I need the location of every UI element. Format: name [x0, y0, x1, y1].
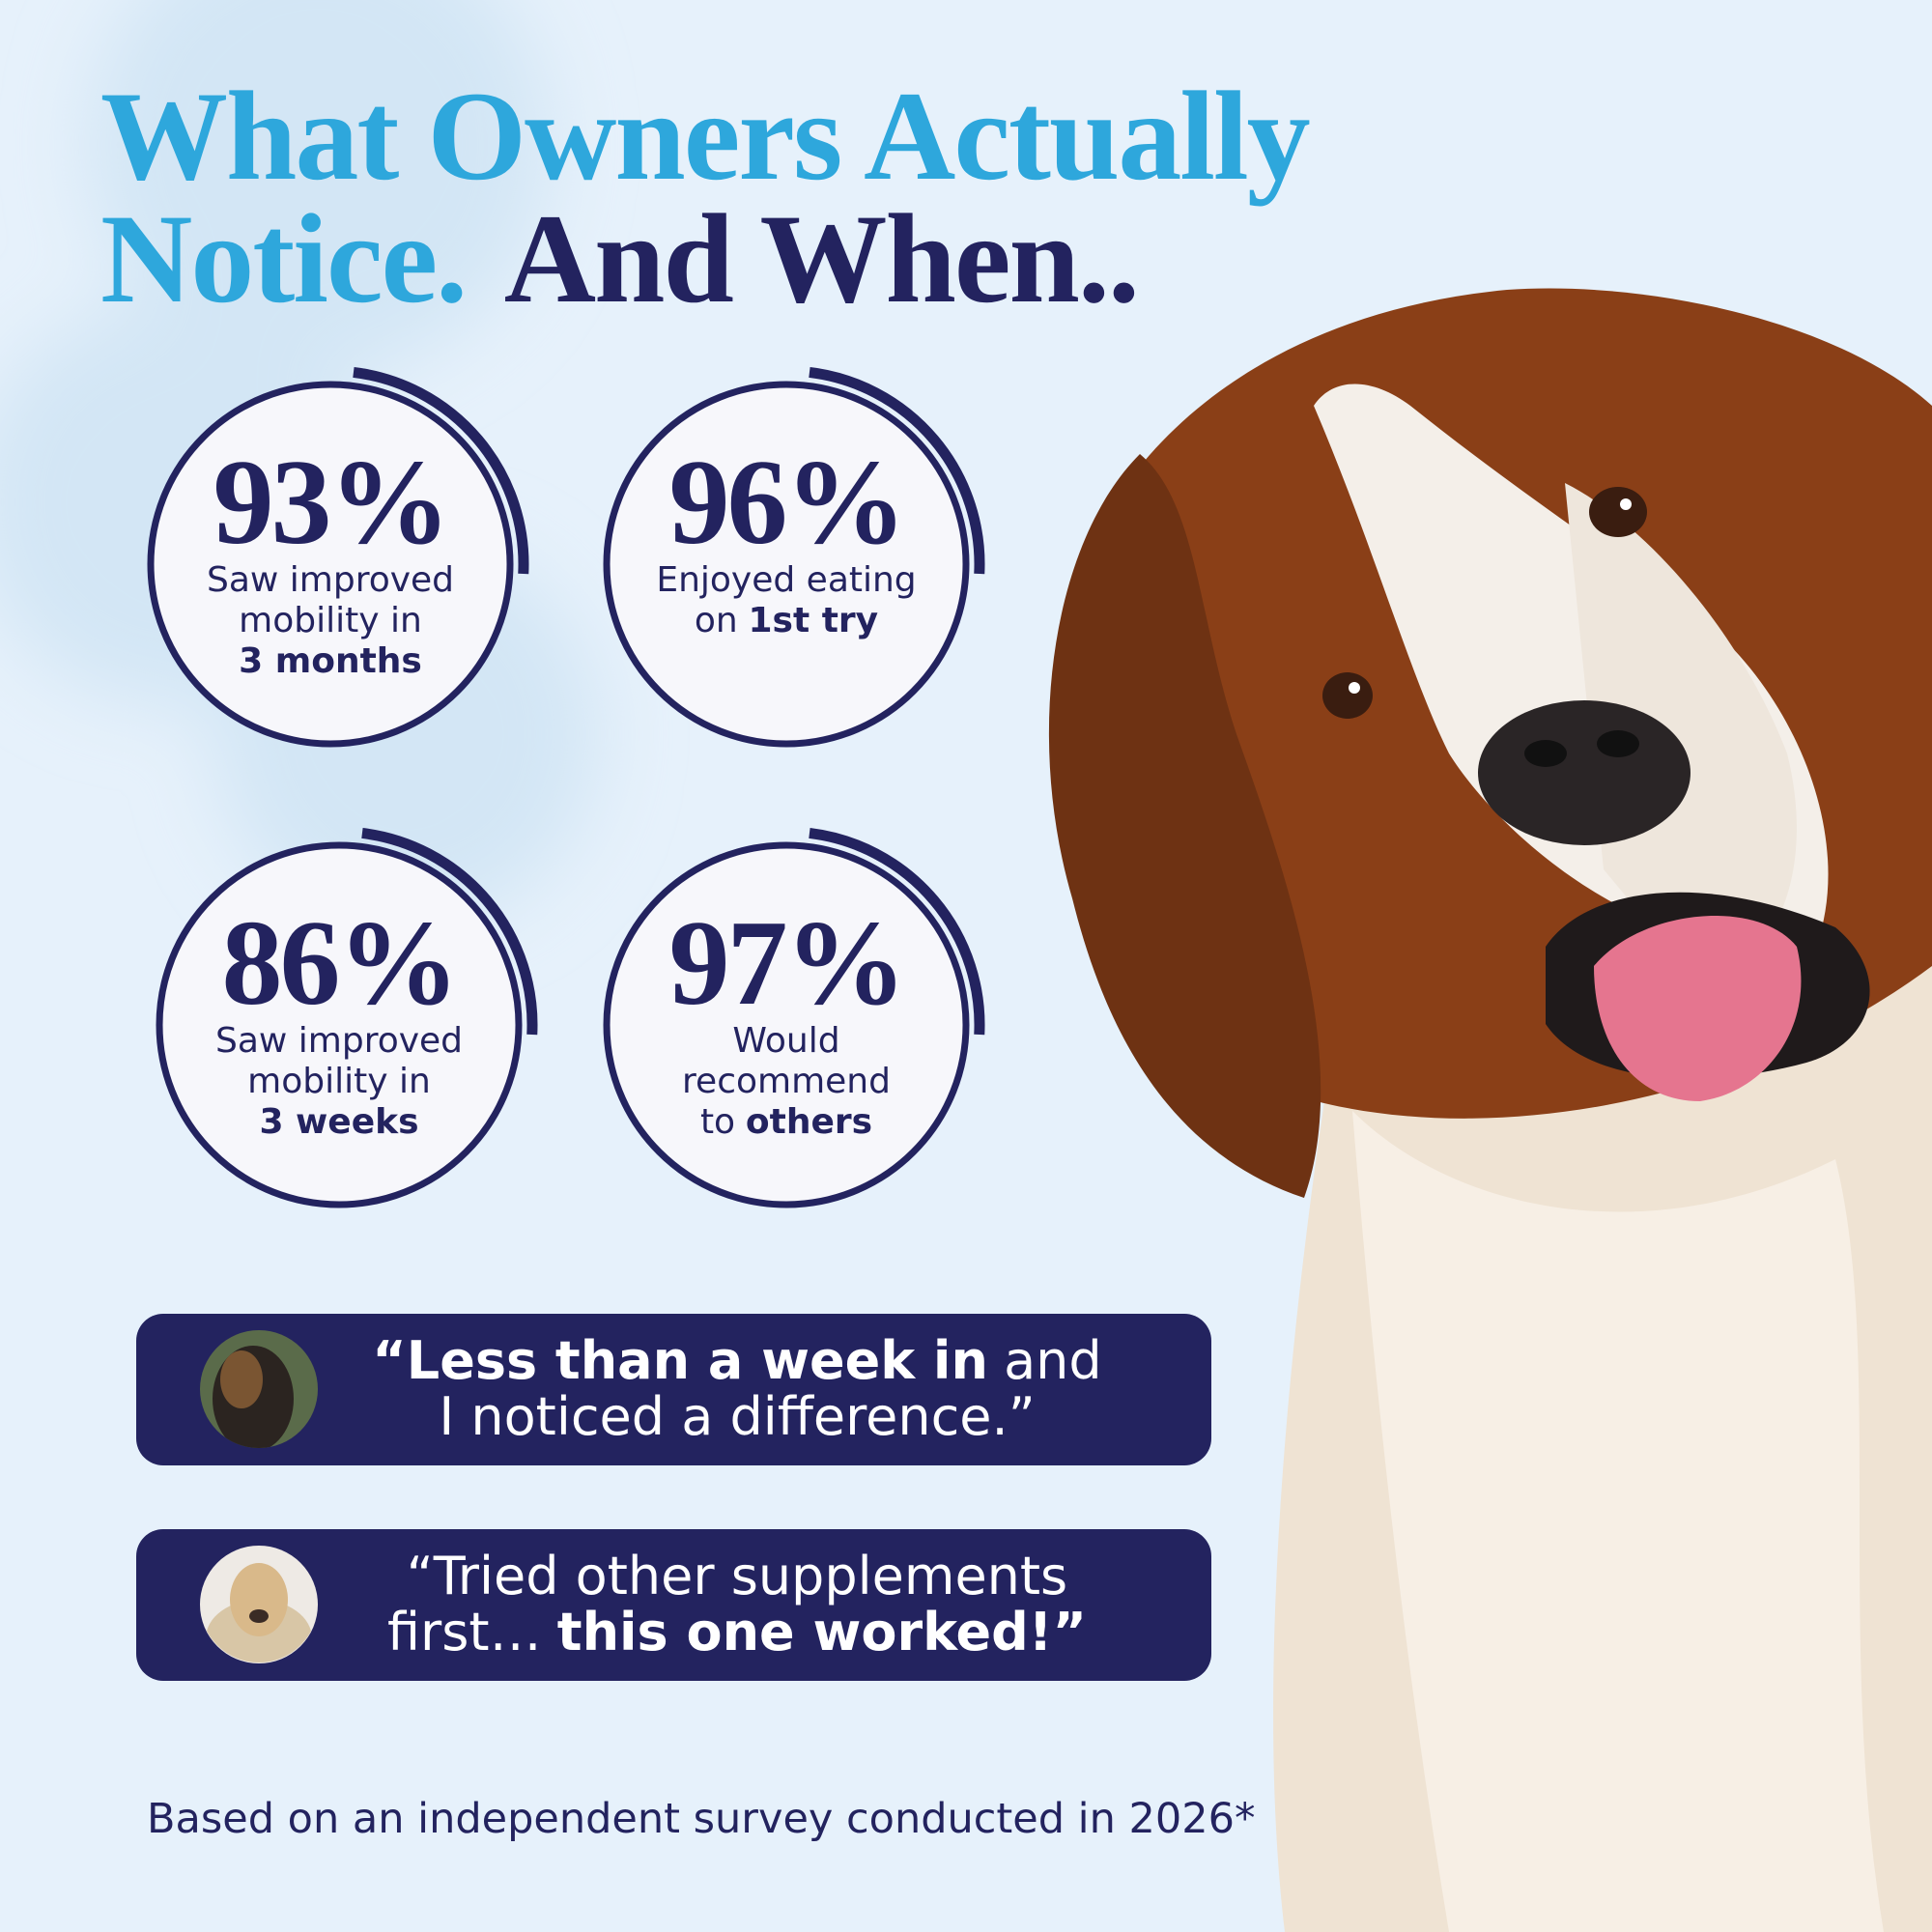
testimonial-box [136, 1529, 1211, 1681]
testimonial-line-part: “Tried other supplements [407, 1546, 1067, 1606]
stat-label: mobility in [247, 1062, 431, 1101]
stat-circle [156, 841, 523, 1208]
title-line: What Owners Actually [100, 65, 1310, 207]
stat-arc [361, 827, 538, 1036]
stat-label-part: 1st try [748, 601, 878, 640]
stat-label-part: Would [732, 1021, 839, 1061]
stat-value: 96% [669, 436, 904, 570]
stat-label: on 1st try [695, 601, 878, 640]
stat-label: recommend [682, 1062, 891, 1101]
testimonial-box [136, 1314, 1211, 1465]
title-line: Notice. And When.. [100, 187, 1138, 329]
stat-arc [809, 827, 985, 1036]
stat-label: Saw improved [207, 560, 454, 600]
testimonial-line: first… this one worked!” [387, 1602, 1087, 1662]
stat-label: Enjoyed eating [656, 560, 916, 600]
stat-label-part: recommend [682, 1062, 891, 1101]
avatar-shape [249, 1609, 269, 1623]
testimonial-line: I noticed a difference.” [439, 1386, 1035, 1447]
stat-arc [353, 366, 529, 575]
stat-label: 3 months [239, 641, 422, 681]
title-line-part: Notice. [100, 187, 466, 329]
stat-label-part: 3 months [239, 641, 422, 681]
dog-illustration [1048, 288, 1932, 1932]
stat-label-part: to [700, 1102, 735, 1142]
stat-label-part: on [695, 601, 738, 640]
avatar-dog [213, 1346, 294, 1448]
stat-value: 97% [669, 896, 904, 1031]
testimonial-line: “Tried other supplements [407, 1546, 1067, 1606]
testimonial-line-part: “Less than a week in [372, 1330, 988, 1391]
stat-label-part: 3 weeks [259, 1102, 418, 1142]
avatar-shape [220, 1350, 263, 1408]
stat-label-part: others [746, 1102, 872, 1142]
title-line-part: What Owners Actually [100, 65, 1310, 207]
testimonial-line-part: I noticed a difference.” [439, 1386, 1035, 1447]
stat-arc [809, 366, 985, 575]
testimonial-line-part: this one worked!” [557, 1602, 1087, 1662]
stat-label: 3 weeks [259, 1102, 418, 1142]
avatar-shape [230, 1563, 288, 1636]
stat-label: mobility in [239, 601, 422, 640]
stat-circle [147, 381, 514, 748]
testimonial-line-part: first… [387, 1602, 542, 1662]
stat-label-part: Saw improved [207, 560, 454, 600]
stat-circle [603, 841, 970, 1208]
stat-label: Would [732, 1021, 839, 1061]
stat-value: 93% [213, 436, 448, 570]
stat-label-part: mobility in [247, 1062, 431, 1101]
stat-value: 86% [222, 896, 457, 1031]
stat-label: Saw improved [215, 1021, 463, 1061]
stat-label: to others [700, 1102, 872, 1142]
testimonial-line-part: and [1004, 1330, 1102, 1391]
stat-circle [603, 381, 970, 748]
title-line-part: And When.. [504, 187, 1138, 329]
stat-label-part: mobility in [239, 601, 422, 640]
stat-label-part: Enjoyed eating [656, 560, 916, 600]
footer-note: Based on an independent survey conducted… [147, 1795, 1255, 1843]
testimonial-line: “Less than a week in and [372, 1330, 1101, 1391]
stat-label-part: Saw improved [215, 1021, 463, 1061]
